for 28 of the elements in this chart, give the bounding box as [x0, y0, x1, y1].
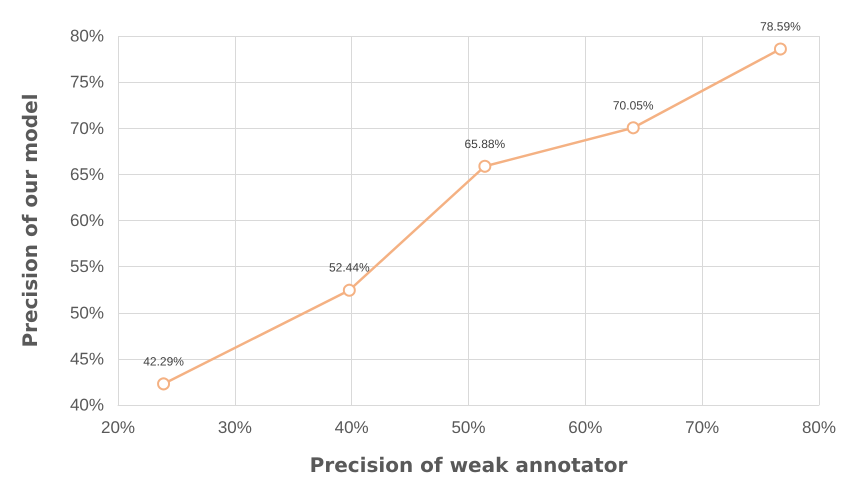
x-tick-label: 60% — [568, 418, 602, 437]
y-axis-title: Precision of our model — [18, 93, 42, 348]
y-tick-label: 45% — [70, 349, 104, 368]
point — [774, 42, 787, 56]
text: 52.44% — [328, 260, 370, 275]
x-tick-label: 80% — [802, 418, 836, 437]
point — [478, 160, 492, 173]
point — [157, 377, 170, 390]
y-tick-label: 60% — [70, 211, 104, 230]
text: 65.88% — [464, 136, 506, 151]
y-tick-label: 55% — [70, 257, 104, 276]
x-tick-label: 30% — [218, 418, 252, 437]
x-axis-title: Precision of weak annotator — [310, 453, 628, 477]
y-tick-label: 70% — [70, 118, 104, 138]
point — [626, 121, 640, 134]
y-tick-label: 80% — [70, 26, 104, 46]
y-tick-label: 40% — [70, 396, 104, 414]
y-tick-label: 65% — [70, 164, 104, 184]
x-tick-label: 50% — [451, 418, 486, 437]
y-tick-label: 75% — [70, 72, 104, 92]
x-tick-label: 70% — [685, 418, 720, 437]
y-tick-label: 50% — [70, 303, 104, 322]
x-tick-label: 20% — [100, 418, 136, 437]
text: 70.05% — [612, 98, 654, 112]
x-tick-label: 40% — [334, 418, 369, 437]
text: 42.29% — [143, 354, 184, 368]
point — [342, 284, 356, 297]
text: 78.59% — [760, 20, 801, 34]
